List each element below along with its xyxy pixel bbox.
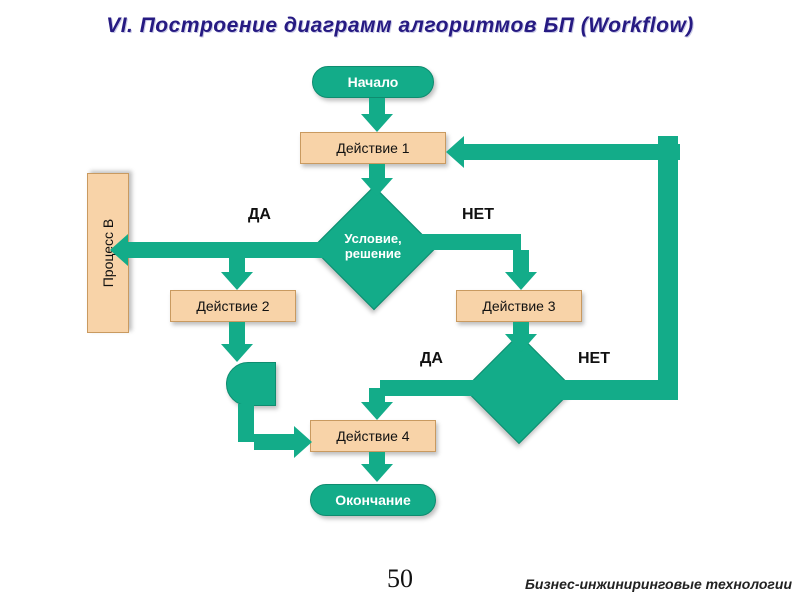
node-action2: Действие 2 — [170, 290, 296, 322]
node-action4: Действие 4 — [310, 420, 436, 452]
label-da2: ДА — [420, 350, 443, 368]
node-decision1: Условие, решение — [330, 204, 416, 290]
arrow-into-action4 — [361, 388, 393, 420]
arrow-dshape-action4 — [254, 426, 312, 458]
decision1-label: Условие, решение — [330, 204, 416, 290]
corner-dshape — [238, 404, 254, 442]
node-start: Начало — [312, 66, 434, 98]
label-net2: НЕТ — [578, 350, 610, 368]
decision2-label — [480, 350, 556, 426]
bus-right-v — [658, 136, 678, 400]
arrow-into-action3 — [505, 250, 537, 290]
arrow-action1-decision1 — [361, 164, 393, 196]
node-dshape — [226, 362, 276, 406]
page-number: 50 — [387, 564, 413, 594]
node-decision2 — [480, 350, 556, 426]
arrow-action3-decision2 — [505, 322, 537, 352]
arrow-feedback-into-action1 — [446, 136, 680, 168]
label-da1: ДА — [248, 206, 271, 224]
label-net1: НЕТ — [462, 206, 494, 224]
node-action3: Действие 3 — [456, 290, 582, 322]
corner-right-1 — [505, 234, 521, 250]
arrow-start-action1 — [361, 98, 393, 132]
footer-text: Бизнес-инжиниринговые технологии — [525, 576, 792, 592]
arrow-action2-dshape — [221, 322, 253, 362]
arrow-action4-end — [361, 452, 393, 482]
page-title: VI. Построение диаграмм алгоритмов БП (W… — [0, 14, 800, 38]
node-end: Окончание — [310, 484, 436, 516]
node-action1: Действие 1 — [300, 132, 446, 164]
arrow-into-action2 — [221, 250, 253, 290]
arrow-decision2-left — [380, 380, 476, 396]
